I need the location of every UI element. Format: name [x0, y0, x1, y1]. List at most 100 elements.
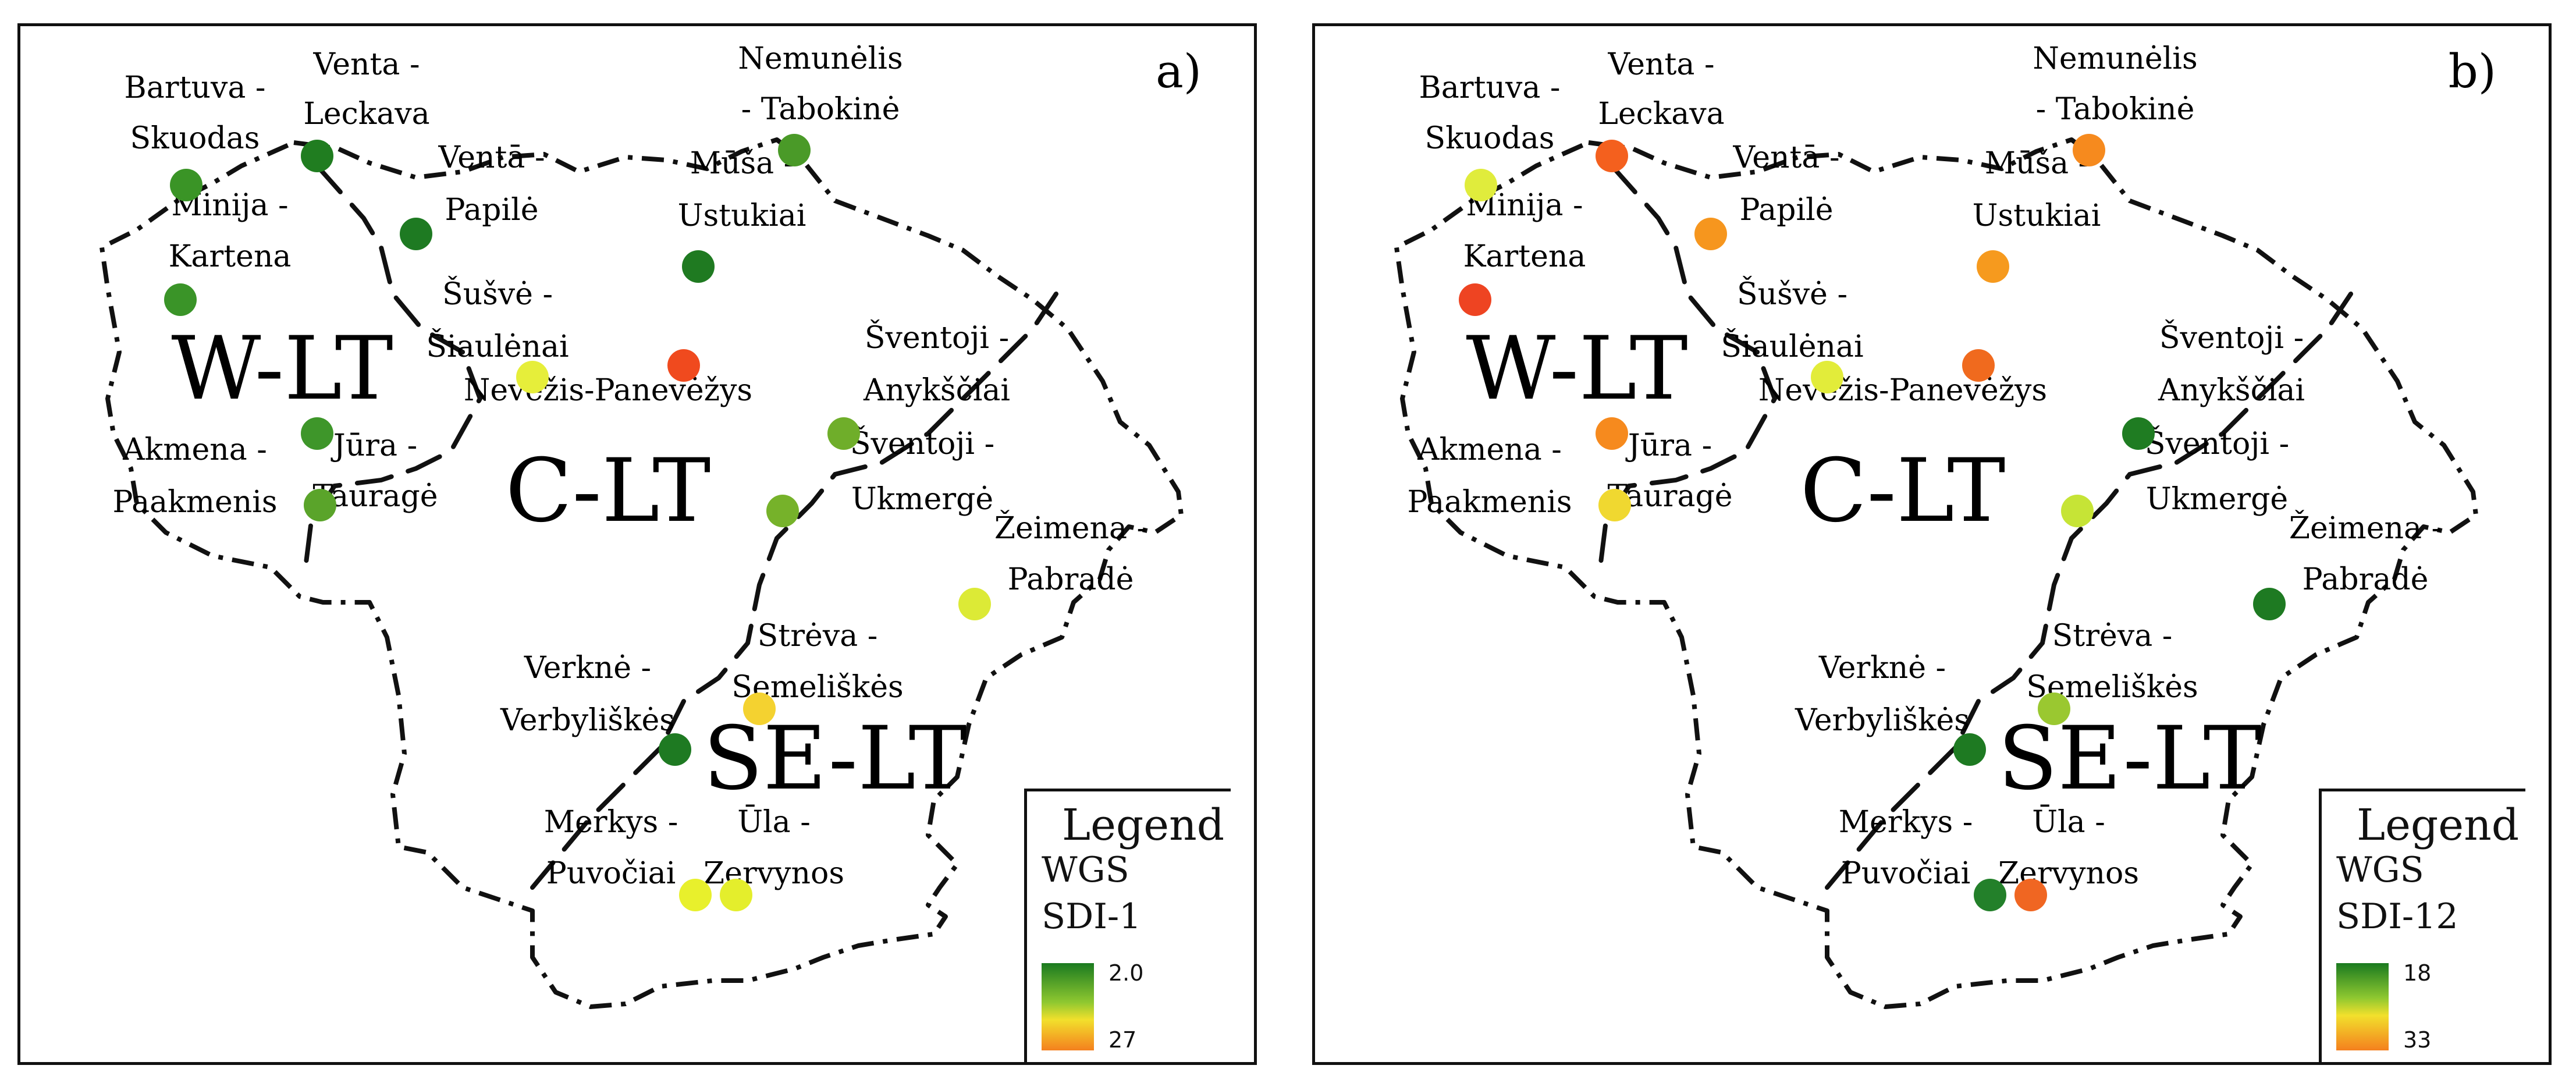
site-label: Bartuva - — [1419, 70, 1561, 105]
site-label: - Tabokinė — [2036, 92, 2195, 127]
lithuania-map-b: b) W-LT C-LT SE-LT Bartuva - Skuodas Venta - Le… — [1394, 41, 2496, 1009]
site-marker-zeimena-pabrade — [958, 588, 991, 620]
legend-title: Legend — [1062, 800, 1225, 850]
region-label-west: W-LT — [1466, 318, 1687, 420]
site-marker-susve-siauleniai — [516, 361, 549, 393]
site-marker-akmena-paakmenis — [1596, 417, 1628, 450]
site-marker-sventoji-ukmerge — [2061, 495, 2094, 527]
site-label: Pabradė — [2303, 562, 2429, 597]
site-label: Puvočiai — [546, 856, 676, 891]
lithuania-map-a: a) W-LT C-LT SE-LT Bartuva - Skuodas Venta - Le… — [100, 41, 1202, 1009]
site-label: Pabradė — [1008, 562, 1134, 597]
site-label: Šventoji - — [850, 425, 994, 461]
site-marker-merkys-puvociai — [679, 879, 712, 911]
site-label: Strėva - — [758, 619, 878, 654]
site-label: Šiaulėnai — [426, 328, 569, 364]
site-label: Skuodas — [1425, 121, 1555, 156]
site-marker-sventoji-anyksciai — [2122, 417, 2155, 450]
site-marker-venta-leckava — [301, 140, 333, 172]
site-marker-nemunelis-tabokine — [778, 134, 811, 166]
site-label: Šventoji - — [2145, 425, 2289, 461]
site-label: Ventā - — [438, 140, 545, 175]
site-label: Šiaulėnai — [1721, 328, 1863, 364]
site-marker-ula-zervynos — [720, 879, 752, 911]
site-label: Strėva - — [2052, 619, 2173, 654]
region-label-southeast: SE-LT — [703, 708, 967, 809]
site-marker-bartuva-skuodas — [170, 169, 202, 201]
site-label: Anykščiai — [2158, 373, 2305, 408]
region-boundary — [1825, 292, 2353, 890]
legend-top-value: 18 — [2403, 960, 2432, 986]
site-label: - Tabokinė — [741, 92, 900, 127]
site-label: Paakmenis — [112, 485, 277, 520]
site-label: Žeimena - — [2289, 510, 2442, 546]
site-label: Nevėžis-Panevėžys — [464, 373, 752, 408]
region-label-southeast: SE-LT — [1998, 708, 2261, 809]
site-label: Ustukiai — [1973, 198, 2101, 233]
country-border — [100, 137, 1184, 1009]
site-marker-venta-papile — [1694, 218, 1727, 250]
site-marker-akmena-paakmenis — [301, 417, 333, 450]
site-label: Puvočiai — [1841, 856, 1971, 891]
site-label: Verbyliškės — [1795, 703, 1970, 738]
site-label: Venta - — [312, 47, 420, 82]
site-marker-musa-ustukiai — [1977, 250, 2009, 283]
site-label: Verbyliškės — [500, 703, 675, 738]
site-marker-ula-zervynos — [2014, 879, 2047, 911]
site-label: Ustukiai — [678, 198, 806, 233]
site-label: Jūra - — [1625, 428, 1712, 463]
map-panel-a: a) W-LT C-LT SE-LT Bartuva - Skuodas Venta - Le… — [17, 23, 1257, 1065]
site-label: Anykščiai — [863, 373, 1010, 408]
site-label: Nemunėlis — [2033, 41, 2197, 76]
site-label: Kartena — [169, 239, 292, 274]
site-label: Ukmergė — [2146, 482, 2288, 517]
site-marker-nemunelis-tabokine — [2073, 134, 2105, 166]
caption-clipped — [0, 1070, 2576, 1083]
site-marker-zeimena-pabrade — [2253, 588, 2286, 620]
site-label: Šušvė - — [1737, 276, 1847, 312]
legend-index: SDI-12 — [2336, 896, 2458, 937]
site-marker-minija-kartena — [164, 283, 197, 316]
site-marker-venta-leckava — [1596, 140, 1628, 172]
site-label: Verknė - — [524, 651, 651, 686]
site-marker-verkne-verbyliskes — [1953, 733, 1986, 766]
site-marker-susve-siauleniai — [1811, 361, 1843, 393]
site-marker-nevezis-panevezys — [667, 349, 700, 382]
site-label: Šušvė - — [442, 276, 553, 312]
site-label: Kartena — [1463, 239, 1586, 274]
legend-box: Legend WGS SDI-12 18 33 — [2319, 789, 2525, 1062]
site-label: Ūla - — [2032, 805, 2105, 840]
legend-bottom-value: 33 — [2403, 1027, 2432, 1053]
site-label: Bartuva - — [125, 70, 266, 105]
site-label: Leckava — [303, 97, 429, 132]
site-marker-sventoji-ukmerge — [766, 495, 799, 527]
site-label: Ukmergė — [851, 482, 993, 517]
legend-wgs: WGS — [2336, 850, 2424, 890]
region-boundary — [303, 164, 483, 570]
map-panel-b: b) W-LT C-LT SE-LT Bartuva - Skuodas Venta - Le… — [1312, 23, 2552, 1065]
site-label: Papilė — [1740, 193, 1834, 228]
site-marker-minija-kartena — [1459, 283, 1491, 316]
legend-color-ramp — [1042, 963, 1094, 1050]
site-label: Akmena - — [1417, 432, 1562, 467]
site-label: Ventā - — [1732, 140, 1839, 175]
site-label: Ūla - — [737, 805, 811, 840]
site-label: Venta - — [1607, 47, 1714, 82]
site-label: Leckava — [1598, 97, 1724, 132]
country-border — [1394, 137, 2478, 1009]
legend-box: Legend WGS SDI-1 2.0 27 — [1024, 789, 1231, 1062]
site-label: Akmena - — [122, 432, 267, 467]
panel-letter: a) — [1156, 44, 1202, 98]
region-boundary — [1598, 164, 1778, 570]
site-marker-venta-papile — [400, 218, 432, 250]
region-label-central: C-LT — [1800, 441, 2006, 542]
site-label: Jūra - — [331, 428, 417, 463]
legend-color-ramp — [2336, 963, 2389, 1050]
legend-index: SDI-1 — [1042, 896, 1142, 937]
site-marker-verkne-verbyliskes — [659, 733, 691, 766]
site-marker-jura-taurage — [1598, 489, 1631, 521]
site-label: Merkys - — [544, 805, 678, 840]
legend-bottom-value: 27 — [1108, 1027, 1137, 1053]
legend-title: Legend — [2357, 800, 2520, 850]
legend-top-value: 2.0 — [1108, 960, 1144, 986]
